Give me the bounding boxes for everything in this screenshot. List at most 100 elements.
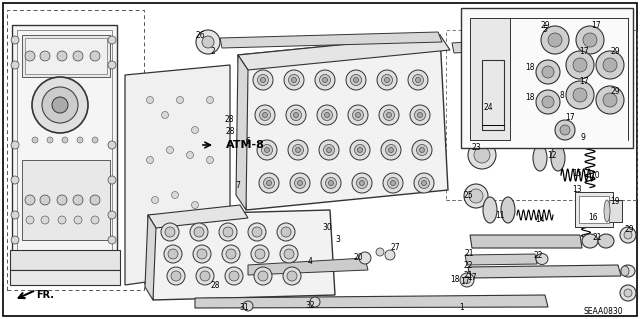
Text: 23: 23: [471, 144, 481, 152]
Circle shape: [624, 289, 632, 297]
Circle shape: [25, 195, 35, 205]
Circle shape: [417, 145, 428, 155]
Circle shape: [596, 51, 624, 79]
Text: SEAA0830: SEAA0830: [584, 307, 623, 315]
Circle shape: [225, 267, 243, 285]
Circle shape: [47, 137, 53, 143]
Circle shape: [74, 216, 82, 224]
Circle shape: [388, 147, 394, 152]
Circle shape: [542, 96, 554, 108]
Circle shape: [52, 97, 68, 113]
Ellipse shape: [536, 254, 548, 264]
Circle shape: [280, 245, 298, 263]
Ellipse shape: [582, 234, 598, 248]
Circle shape: [415, 109, 426, 121]
Text: 21: 21: [463, 271, 473, 279]
Circle shape: [40, 195, 50, 205]
Text: 28: 28: [224, 115, 234, 124]
Circle shape: [281, 227, 291, 237]
Circle shape: [294, 113, 298, 117]
Circle shape: [478, 103, 502, 127]
Circle shape: [264, 177, 275, 189]
Circle shape: [323, 145, 335, 155]
Polygon shape: [148, 205, 248, 228]
Circle shape: [422, 181, 426, 186]
Circle shape: [290, 173, 310, 193]
Circle shape: [576, 26, 604, 54]
Circle shape: [108, 141, 116, 149]
Circle shape: [166, 146, 173, 153]
Circle shape: [284, 249, 294, 259]
Circle shape: [412, 140, 432, 160]
Circle shape: [566, 81, 594, 109]
Circle shape: [32, 137, 38, 143]
Circle shape: [328, 181, 333, 186]
Circle shape: [321, 173, 341, 193]
Ellipse shape: [501, 197, 515, 223]
Circle shape: [573, 58, 587, 72]
Circle shape: [415, 78, 420, 83]
Circle shape: [541, 26, 569, 54]
Circle shape: [90, 195, 100, 205]
Text: 8: 8: [559, 92, 564, 100]
Circle shape: [193, 245, 211, 263]
Circle shape: [289, 75, 300, 85]
Circle shape: [26, 216, 34, 224]
Ellipse shape: [537, 94, 551, 122]
Text: 18: 18: [525, 63, 535, 72]
Circle shape: [168, 249, 178, 259]
Circle shape: [288, 140, 308, 160]
Polygon shape: [465, 254, 537, 265]
Circle shape: [383, 109, 394, 121]
Text: 26: 26: [195, 31, 205, 40]
Circle shape: [11, 36, 19, 44]
Circle shape: [73, 195, 83, 205]
Circle shape: [284, 70, 304, 90]
Circle shape: [603, 58, 617, 72]
Circle shape: [152, 197, 159, 204]
Text: 20: 20: [353, 254, 363, 263]
Circle shape: [196, 267, 214, 285]
Circle shape: [603, 93, 617, 107]
Bar: [575, 192, 613, 227]
Text: 18: 18: [525, 93, 535, 102]
Circle shape: [243, 301, 253, 311]
Circle shape: [167, 267, 185, 285]
Circle shape: [377, 70, 397, 90]
Circle shape: [219, 223, 237, 241]
Circle shape: [253, 70, 273, 90]
Text: ATM-8: ATM-8: [225, 140, 264, 150]
Circle shape: [468, 141, 496, 169]
Circle shape: [536, 60, 560, 84]
Circle shape: [226, 249, 236, 259]
Text: 6: 6: [246, 137, 250, 146]
Polygon shape: [238, 35, 450, 70]
Circle shape: [542, 66, 554, 78]
Ellipse shape: [483, 197, 497, 223]
Circle shape: [229, 271, 239, 281]
Text: 17: 17: [579, 48, 589, 56]
Circle shape: [315, 70, 335, 90]
Circle shape: [566, 51, 594, 79]
Circle shape: [355, 145, 365, 155]
Circle shape: [283, 267, 301, 285]
Circle shape: [291, 78, 296, 83]
Circle shape: [583, 33, 597, 47]
Text: 18: 18: [451, 276, 460, 285]
Circle shape: [296, 147, 301, 152]
Circle shape: [171, 271, 181, 281]
Circle shape: [251, 245, 269, 263]
Text: 29: 29: [624, 226, 634, 234]
Circle shape: [194, 227, 204, 237]
Circle shape: [191, 127, 198, 133]
Text: 24: 24: [483, 103, 493, 113]
Circle shape: [259, 173, 279, 193]
Text: 29: 29: [540, 20, 550, 29]
Circle shape: [11, 211, 19, 219]
Ellipse shape: [604, 200, 610, 222]
Text: 29: 29: [610, 48, 620, 56]
Text: 15: 15: [572, 168, 582, 177]
Circle shape: [161, 112, 168, 118]
Polygon shape: [238, 35, 448, 210]
Circle shape: [223, 227, 233, 237]
